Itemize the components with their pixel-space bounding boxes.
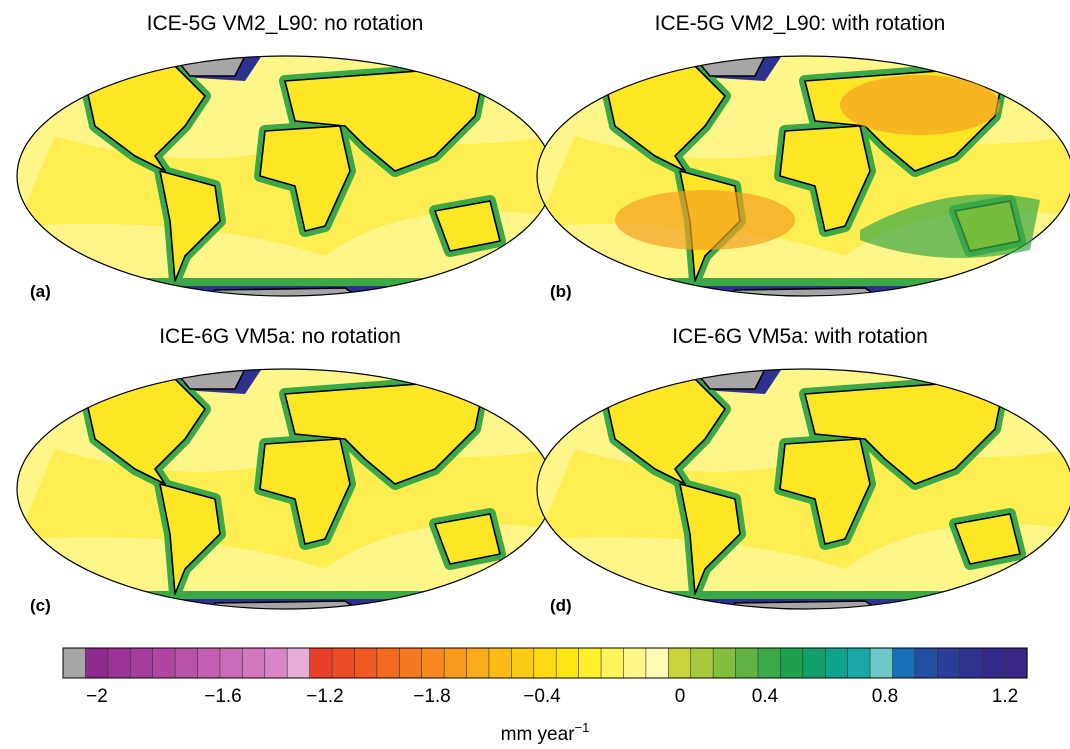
colorbar-swatch — [152, 647, 176, 679]
colorbar-swatch — [555, 647, 580, 679]
colorbar-swatch — [129, 647, 154, 679]
colorbar-swatch — [107, 647, 131, 679]
unit-text: mm year — [501, 724, 576, 745]
colorbar-swatch — [914, 647, 938, 679]
map — [5, 51, 565, 308]
colorbar-tick-label: −1.6 — [204, 686, 242, 707]
colorbar-tick-label: −1.8 — [413, 686, 451, 707]
colorbar-swatch — [443, 647, 468, 679]
colorbar-swatch — [309, 647, 333, 679]
colorbar-swatch — [511, 647, 535, 679]
colorbar-swatch — [959, 647, 983, 679]
colorbar-tick-label: 0.8 — [872, 686, 898, 707]
panel-d: ICE-6G VM5a: with rotation (d) — [525, 325, 1070, 621]
colorbar-swatch — [533, 647, 557, 679]
colorbar-swatch — [892, 647, 916, 679]
panel-label: (d) — [550, 596, 572, 615]
colorbar-swatch — [466, 647, 490, 679]
colorbar-tick-label: 0.4 — [752, 686, 779, 707]
colorbar-swatch — [690, 647, 714, 679]
colorbar-swatch — [802, 647, 826, 679]
panel-label: (c) — [30, 596, 51, 615]
panel-c: ICE-6G VM5a: no rotation (c) — [5, 325, 565, 621]
colorbar-swatch — [242, 647, 266, 679]
colorbar-swatch — [488, 647, 512, 679]
colorbar-swatch — [712, 647, 737, 679]
colorbar-swatch — [735, 647, 759, 679]
colorbar-swatch — [645, 647, 669, 679]
panel-label: (a) — [30, 282, 51, 301]
colorbar-swatch — [219, 647, 243, 679]
map — [5, 364, 565, 621]
colorbar-swatch — [421, 647, 445, 679]
colorbar-swatch — [780, 647, 804, 679]
colorbar-swatch — [869, 647, 894, 679]
colorbar-swatch — [600, 647, 625, 679]
colorbar-swatch — [398, 647, 423, 679]
colorbar-swatch — [824, 647, 849, 679]
panel-b: ICE-5G VM2_L90: with rotation (b) — [525, 12, 1070, 308]
colorbar-swatch — [1004, 647, 1028, 679]
map-shading — [860, 194, 1040, 258]
colorbar-swatch — [847, 647, 871, 679]
colorbar-swatch — [174, 647, 199, 679]
colorbar-tick-label: 1.2 — [992, 686, 1018, 707]
colorbar-swatch — [354, 647, 378, 679]
panel-title: ICE-6G VM5a: with rotation — [672, 325, 928, 348]
colorbar-unit: mm year−1 — [501, 720, 590, 745]
map — [525, 364, 1070, 621]
colorbar-tick-label: −2 — [86, 686, 108, 707]
panel-title: ICE-6G VM5a: no rotation — [159, 325, 401, 348]
panel-label: (b) — [550, 282, 572, 301]
panel-a: ICE-5G VM2_L90: no rotation (a) — [5, 12, 565, 308]
colorbar-swatch — [757, 647, 781, 679]
colorbar-tick-label: 0 — [675, 686, 686, 707]
colorbar-swatch — [62, 647, 87, 679]
colorbar-swatch — [578, 647, 602, 679]
colorbar-swatch — [264, 647, 288, 679]
colorbar-tick-label: −0.4 — [523, 686, 561, 707]
colorbar-swatch — [197, 647, 221, 679]
unit-exponent: −1 — [575, 720, 590, 735]
colorbar-swatch — [85, 647, 109, 679]
colorbar-swatch — [981, 647, 1006, 679]
colorbar-frame — [62, 647, 1028, 679]
colorbar-swatch — [331, 647, 356, 679]
colorbar-swatch — [376, 647, 400, 679]
colorbar-swatch — [623, 647, 647, 679]
colorbar-swatch — [668, 647, 692, 679]
map-shading — [615, 190, 795, 250]
map-shading — [840, 75, 1000, 135]
colorbar-tick-label: −1.2 — [306, 686, 344, 707]
panel-title: ICE-5G VM2_L90: with rotation — [655, 12, 946, 35]
colorbar: −2 −1.6 −1.2 −1.8 −0.4 0 0.4 0.8 1.2 — [62, 647, 1028, 707]
panel-title: ICE-5G VM2_L90: no rotation — [147, 12, 424, 35]
colorbar-swatch — [937, 647, 961, 679]
colorbar-swatch — [286, 647, 311, 679]
